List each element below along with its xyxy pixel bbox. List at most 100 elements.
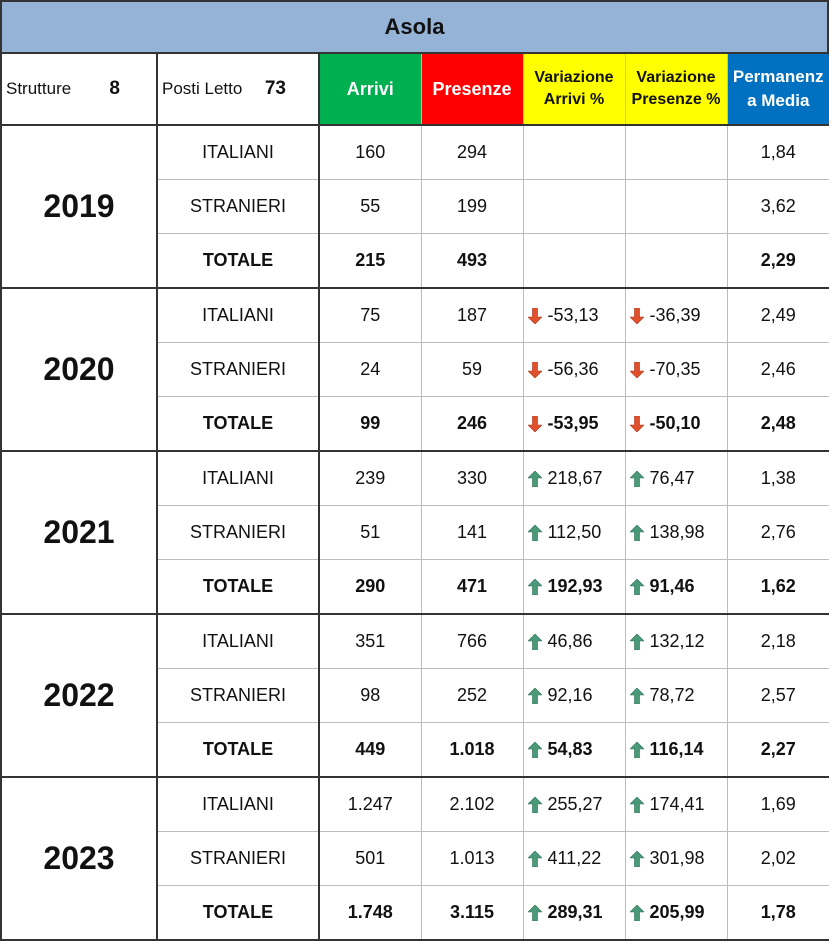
category-label: TOTALE: [156, 233, 320, 289]
category-label: TOTALE: [156, 885, 320, 941]
variazione-presenze-cell: 174,41: [624, 776, 728, 832]
arrow-up-icon: [527, 850, 542, 867]
strutture-value: 8: [109, 78, 120, 99]
table-row: STRANIERI 98 252 92,16 78,72 2,57: [1, 668, 829, 723]
permanenza-media-value: 2,27: [726, 722, 829, 778]
table-row: STRANIERI 24 59 -56,36 -70,35 2,46: [1, 342, 829, 397]
variazione-value: -56,36: [547, 359, 599, 379]
presenze-value: 330: [420, 450, 524, 506]
arrivi-value: 160: [318, 124, 422, 180]
strutture-label: Strutture: [6, 79, 72, 98]
variazione-value: 218,67: [547, 468, 603, 488]
presenze-value: 3.115: [420, 885, 524, 941]
variazione-value: 411,22: [547, 848, 602, 868]
variazione-presenze-cell: [624, 233, 728, 289]
variazione-arrivi-cell: [522, 233, 626, 289]
arrow-down-icon: [629, 361, 644, 378]
variazione-value: -53,13: [547, 305, 599, 325]
arrow-up-icon: [527, 470, 542, 487]
variazione-value: -70,35: [649, 359, 701, 379]
arrow-down-icon: [629, 415, 644, 432]
presenze-value: 59: [420, 342, 524, 397]
arrivi-value: 75: [318, 287, 422, 343]
variazione-arrivi-cell: 112,50: [522, 505, 626, 560]
variazione-presenze-header: Variazione Presenze %: [624, 52, 728, 126]
variazione-value: 255,27: [547, 794, 603, 814]
permanenza-media-value: 2,48: [726, 396, 829, 452]
arrivi-value: 99: [318, 396, 422, 452]
table-row: TOTALE 215 493 2,29: [1, 233, 829, 289]
variazione-arrivi-cell: 46,86: [522, 613, 626, 669]
variazione-value: -50,10: [649, 413, 701, 433]
year-cell: 2022: [0, 613, 158, 778]
variazione-value: 78,72: [649, 685, 695, 705]
variazione-arrivi-header: Variazione Arrivi %: [522, 52, 626, 126]
arrivi-value: 501: [318, 831, 422, 886]
arrow-up-icon: [629, 470, 644, 487]
variazione-presenze-cell: 132,12: [624, 613, 728, 669]
presenze-value: 1.013: [420, 831, 524, 886]
permanenza-media-value: 2,57: [726, 668, 829, 723]
variazione-presenze-cell: 138,98: [624, 505, 728, 560]
arrivi-value: 449: [318, 722, 422, 778]
table-row: 2021 ITALIANI 239 330 218,67 76,47 1,38: [0, 450, 829, 615]
permanenza-media-value: 2,76: [726, 505, 829, 560]
variazione-value: 54,83: [547, 739, 593, 759]
arrivi-value: 351: [318, 613, 422, 669]
category-label: ITALIANI: [156, 124, 320, 180]
table-row: STRANIERI 501 1.013 411,22 301,98 2,02: [1, 831, 829, 886]
category-label: ITALIANI: [156, 613, 320, 669]
arrow-up-icon: [527, 633, 542, 650]
posti-letto-header: Posti Letto 73: [156, 52, 320, 126]
variazione-presenze-cell: 205,99: [624, 885, 728, 941]
table-row: 2022 ITALIANI 351 766 46,86 132,12 2,18: [0, 613, 829, 778]
variazione-presenze-cell: [624, 124, 728, 180]
category-label: ITALIANI: [156, 450, 320, 506]
posti-letto-value: 73: [264, 78, 286, 99]
arrow-up-icon: [527, 741, 542, 758]
category-label: ITALIANI: [156, 776, 320, 832]
arrivi-header: Arrivi: [318, 52, 422, 126]
permanenza-media-value: 2,02: [726, 831, 829, 886]
variazione-value: 46,86: [547, 631, 593, 651]
presenze-value: 294: [420, 124, 524, 180]
permanenza-media-value: 1,78: [726, 885, 829, 941]
variazione-value: 132,12: [649, 631, 705, 651]
presenze-value: 1.018: [420, 722, 524, 778]
variazione-arrivi-cell: -56,36: [522, 342, 626, 397]
arrivi-value: 239: [318, 450, 422, 506]
variazione-presenze-cell: 301,98: [624, 831, 728, 886]
variazione-value: 112,50: [547, 522, 602, 542]
permanenza-media-value: 1,38: [726, 450, 829, 506]
variazione-presenze-cell: 76,47: [624, 450, 728, 506]
category-label: STRANIERI: [156, 342, 320, 397]
variazione-value: 116,14: [649, 739, 704, 759]
presenze-value: 246: [420, 396, 524, 452]
variazione-arrivi-cell: 54,83: [522, 722, 626, 778]
permanenza-media-value: 1,62: [726, 559, 829, 615]
permanenza-media-value: 1,69: [726, 776, 829, 832]
variazione-presenze-cell: 116,14: [624, 722, 728, 778]
arrow-up-icon: [629, 796, 644, 813]
arrivi-value: 1.748: [318, 885, 422, 941]
presenze-value: 2.102: [420, 776, 524, 832]
arrow-up-icon: [629, 633, 644, 650]
table-row: 2023 ITALIANI 1.247 2.102 255,27 174,41 1,69: [0, 776, 829, 941]
category-label: STRANIERI: [156, 505, 320, 560]
variazione-value: -36,39: [649, 305, 701, 325]
permanenza-media-value: 2,46: [726, 342, 829, 397]
variazione-arrivi-cell: 255,27: [522, 776, 626, 832]
presenze-header: Presenze: [420, 52, 524, 126]
variazione-presenze-cell: -70,35: [624, 342, 728, 397]
variazione-value: 138,98: [649, 522, 705, 542]
arrow-down-icon: [527, 415, 542, 432]
header-row: Strutture 8 Posti Letto 73 Arrivi Presen…: [0, 52, 829, 126]
permanenza-media-header: Permanenz a Media: [726, 52, 829, 126]
permanenza-media-value: 2,49: [726, 287, 829, 343]
arrow-up-icon: [527, 904, 542, 921]
presenze-value: 199: [420, 179, 524, 234]
permanenza-media-value: 3,62: [726, 179, 829, 234]
variazione-arrivi-cell: 411,22: [522, 831, 626, 886]
category-label: STRANIERI: [156, 179, 320, 234]
